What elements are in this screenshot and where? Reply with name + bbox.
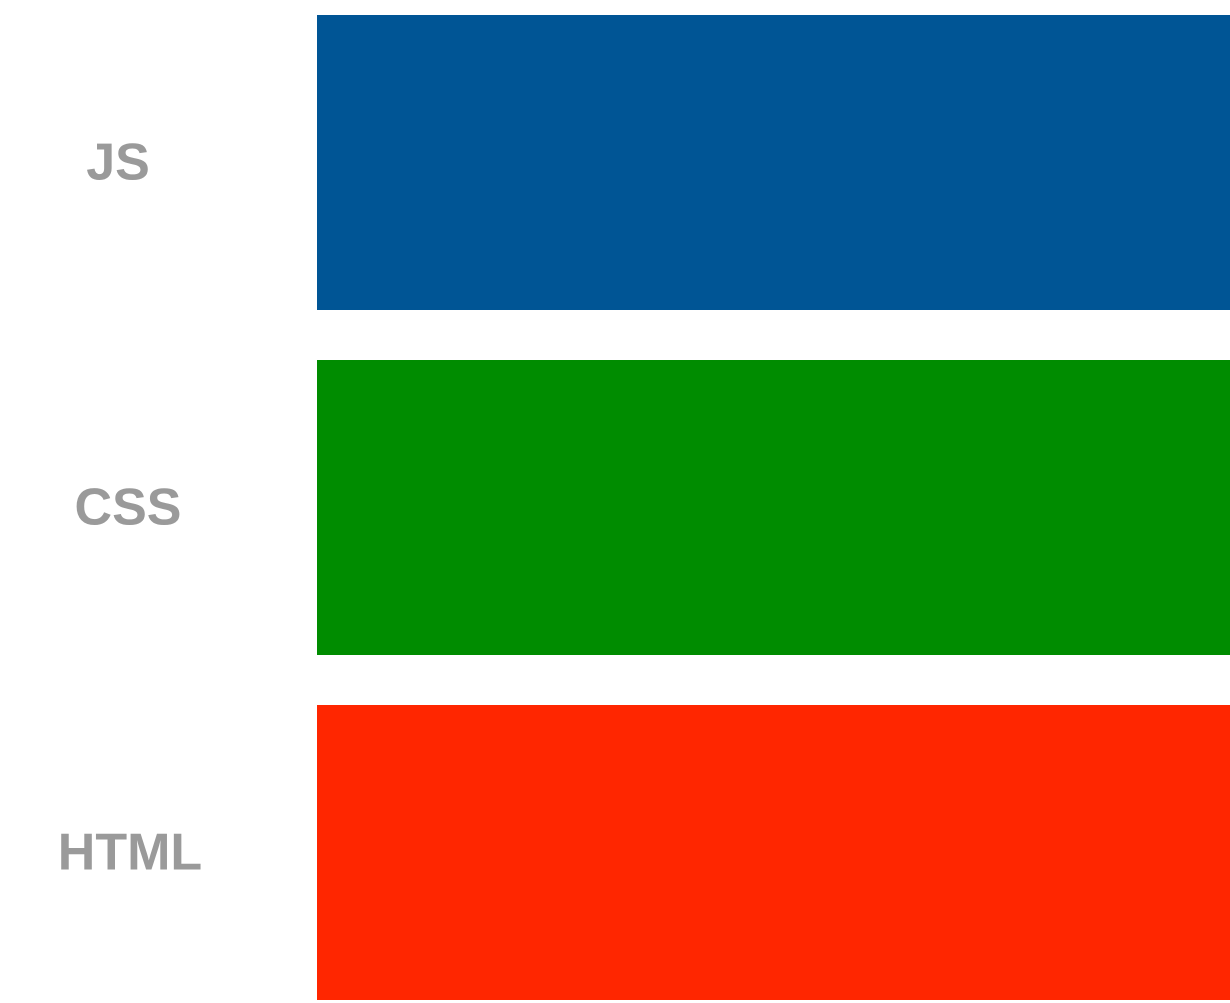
category-label-html: HTML xyxy=(58,824,202,882)
category-label-css: CSS xyxy=(75,479,182,537)
category-label-js: JS xyxy=(86,134,150,192)
bar-js xyxy=(317,15,1230,310)
category-labels-group: JS CSS HTML xyxy=(58,134,202,882)
bar-html xyxy=(317,705,1230,1000)
bars-group xyxy=(317,15,1230,1000)
bar-css xyxy=(317,360,1230,655)
